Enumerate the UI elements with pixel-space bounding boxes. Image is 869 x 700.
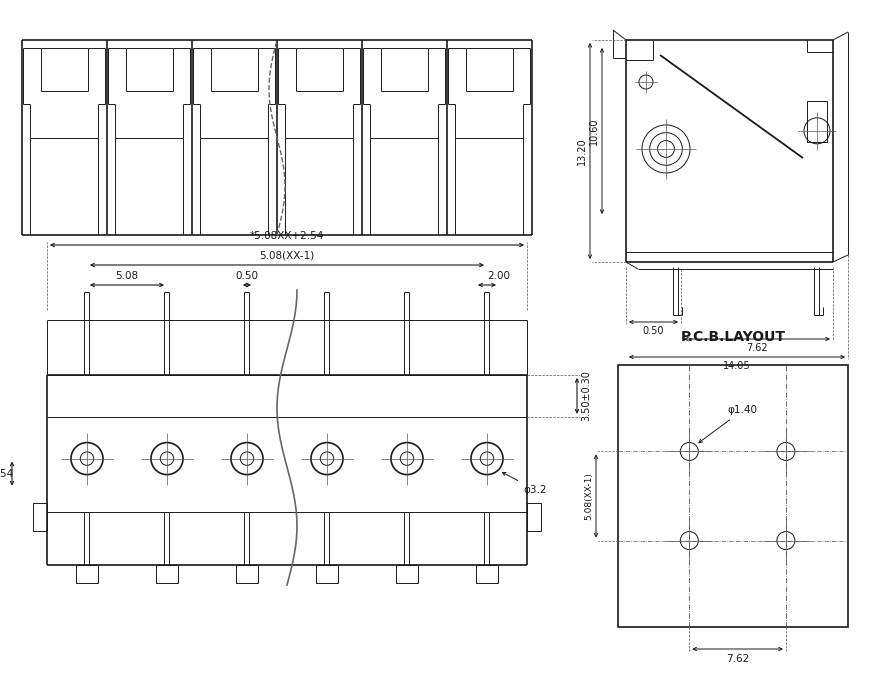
Text: φ1.40: φ1.40	[698, 405, 756, 442]
Bar	[156, 565, 178, 583]
Bar	[475, 565, 497, 583]
Text: 7.62: 7.62	[725, 654, 748, 664]
Text: 3.50±0.30: 3.50±0.30	[580, 370, 590, 421]
Text: P.C.B.LAYOUT: P.C.B.LAYOUT	[680, 330, 785, 344]
Text: 7.62: 7.62	[746, 343, 767, 353]
Bar	[235, 565, 258, 583]
Text: 5.08(XX-1): 5.08(XX-1)	[583, 472, 593, 520]
Bar	[527, 503, 541, 531]
Bar	[617, 365, 847, 627]
Text: 13.20: 13.20	[576, 137, 587, 164]
Text: 2.54: 2.54	[0, 468, 14, 479]
Text: *5.08XX+2.54: *5.08XX+2.54	[249, 231, 324, 241]
Bar	[806, 102, 826, 142]
Text: 5.08(XX-1): 5.08(XX-1)	[259, 251, 315, 261]
Bar	[76, 565, 98, 583]
Text: 0.50: 0.50	[642, 326, 664, 336]
Bar	[395, 565, 417, 583]
Text: φ3.2: φ3.2	[501, 473, 546, 495]
Text: 2.00: 2.00	[487, 271, 510, 281]
Bar	[33, 503, 47, 531]
Bar	[315, 565, 338, 583]
Text: 14.05: 14.05	[722, 361, 750, 371]
Text: 0.50: 0.50	[235, 271, 258, 281]
Text: 5.08: 5.08	[116, 271, 138, 281]
Text: 10.60: 10.60	[588, 118, 599, 145]
